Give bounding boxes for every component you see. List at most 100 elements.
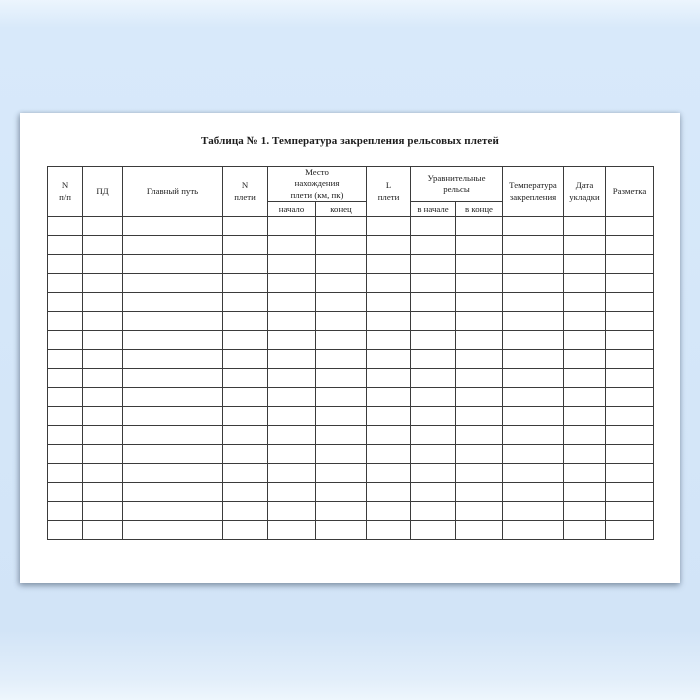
empty-cell	[122, 292, 223, 313]
empty-cell	[222, 216, 268, 237]
empty-cell	[410, 273, 456, 294]
empty-cell	[222, 254, 268, 275]
empty-cell	[410, 387, 456, 408]
empty-cell	[410, 501, 456, 522]
empty-cell	[222, 444, 268, 465]
empty-cell	[502, 292, 564, 313]
empty-cell	[455, 501, 503, 522]
empty-cell	[410, 254, 456, 275]
empty-cell	[502, 330, 564, 351]
empty-cell	[455, 463, 503, 484]
empty-cell	[122, 216, 223, 237]
empty-cell	[605, 235, 654, 256]
empty-cell	[82, 368, 123, 389]
empty-cell	[410, 520, 456, 541]
empty-cell	[410, 235, 456, 256]
empty-cell	[410, 444, 456, 465]
col-header-marking: Разметка	[605, 165, 654, 218]
empty-cell	[82, 235, 123, 256]
empty-cell	[502, 311, 564, 332]
empty-cell	[455, 311, 503, 332]
empty-cell	[47, 273, 83, 294]
document-page: Таблица № 1. Температура закрепления рел…	[20, 113, 680, 583]
col-header-location-end: конец	[315, 201, 367, 218]
empty-cell	[267, 216, 316, 237]
table-row	[47, 482, 654, 503]
empty-cell	[605, 482, 654, 503]
empty-cell	[47, 235, 83, 256]
empty-cell	[122, 311, 223, 332]
empty-cell	[502, 368, 564, 389]
header-row-top: N п/п ПД Главный путь N плети Место нахо…	[47, 165, 654, 218]
empty-cell	[502, 387, 564, 408]
empty-cell	[267, 425, 316, 446]
empty-cell	[122, 482, 223, 503]
empty-cell	[222, 501, 268, 522]
empty-cell	[410, 425, 456, 446]
empty-cell	[410, 482, 456, 503]
table-row	[47, 216, 654, 237]
empty-cell	[82, 425, 123, 446]
empty-cell	[267, 330, 316, 351]
empty-cell	[47, 520, 83, 541]
empty-cell	[315, 387, 367, 408]
empty-cell	[82, 520, 123, 541]
empty-cell	[563, 349, 606, 370]
empty-cell	[502, 463, 564, 484]
empty-cell	[366, 254, 411, 275]
empty-cell	[315, 235, 367, 256]
empty-cell	[502, 482, 564, 503]
empty-cell	[122, 406, 223, 427]
empty-cell	[122, 501, 223, 522]
empty-cell	[455, 406, 503, 427]
empty-cell	[605, 330, 654, 351]
empty-cell	[47, 349, 83, 370]
empty-cell	[455, 330, 503, 351]
table-row	[47, 406, 654, 427]
col-header-equalizing-group: Уравнительные рельсы	[410, 165, 503, 203]
empty-cell	[82, 387, 123, 408]
empty-cell	[315, 482, 367, 503]
table-row	[47, 520, 654, 541]
empty-cell	[410, 349, 456, 370]
empty-cell	[502, 444, 564, 465]
empty-cell	[605, 273, 654, 294]
empty-cell	[222, 368, 268, 389]
empty-cell	[563, 482, 606, 503]
empty-cell	[82, 273, 123, 294]
empty-cell	[605, 311, 654, 332]
empty-cell	[315, 501, 367, 522]
col-header-l-pleti: L плети	[366, 165, 411, 218]
table-row	[47, 463, 654, 484]
empty-cell	[366, 444, 411, 465]
empty-cell	[315, 444, 367, 465]
empty-cell	[563, 444, 606, 465]
table-row	[47, 235, 654, 256]
empty-cell	[82, 216, 123, 237]
empty-cell	[366, 387, 411, 408]
empty-cell	[315, 520, 367, 541]
table-row	[47, 425, 654, 446]
empty-cell	[455, 292, 503, 313]
empty-cell	[267, 235, 316, 256]
empty-cell	[605, 349, 654, 370]
empty-cell	[122, 387, 223, 408]
empty-cell	[267, 311, 316, 332]
empty-cell	[605, 425, 654, 446]
empty-cell	[47, 216, 83, 237]
empty-cell	[315, 368, 367, 389]
col-header-temperature: Температура закрепления	[502, 165, 564, 218]
empty-cell	[267, 463, 316, 484]
empty-cell	[502, 501, 564, 522]
col-header-laying-date: Дата укладки	[563, 165, 606, 218]
table-title: Таблица № 1. Температура закрепления рел…	[201, 135, 499, 147]
empty-cell	[267, 387, 316, 408]
empty-cell	[455, 216, 503, 237]
table-row	[47, 368, 654, 389]
empty-cell	[563, 425, 606, 446]
empty-cell	[605, 216, 654, 237]
empty-cell	[410, 463, 456, 484]
empty-cell	[267, 254, 316, 275]
empty-cell	[410, 330, 456, 351]
